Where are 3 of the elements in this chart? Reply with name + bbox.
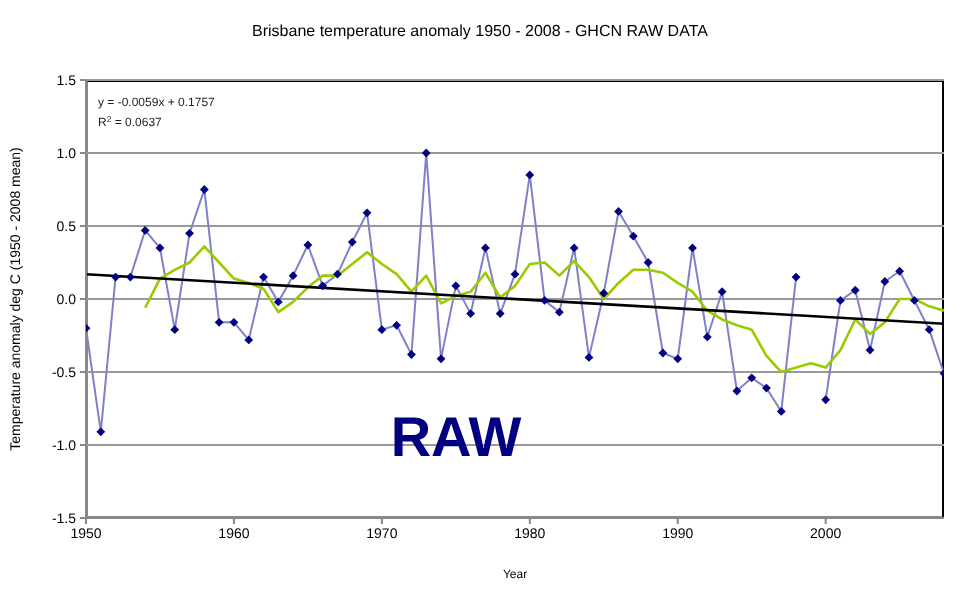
chart-title: Brisbane temperature anomaly 1950 - 2008 - GHCN RAW DATA xyxy=(252,22,710,40)
annotation: RAW xyxy=(390,406,523,468)
line-series xyxy=(143,245,944,374)
